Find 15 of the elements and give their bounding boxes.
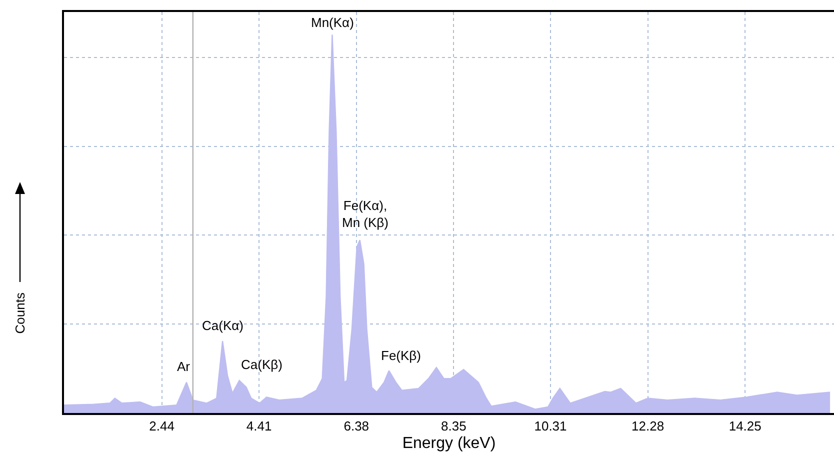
annotation: Ar <box>177 359 191 374</box>
x-tick-label: 6.38 <box>344 418 370 434</box>
x-tick-label: 4.41 <box>246 418 272 434</box>
x-tick-label: 14.25 <box>728 418 762 434</box>
annotation: Ca(Kβ) <box>241 357 282 372</box>
annotation: Fe(Kα), Mn (Kβ) <box>342 198 388 230</box>
annotation: Mn(Kα) <box>311 15 354 30</box>
x-tick-label: 2.44 <box>149 418 174 434</box>
x-tick-label: 8.35 <box>441 418 466 434</box>
annotation: Ca(Kα) <box>202 318 244 333</box>
x-axis-title: Energy (keV) <box>402 434 496 452</box>
x-tick-label: 12.28 <box>632 418 664 434</box>
x-tick-label: 10.31 <box>534 418 567 434</box>
annotation: Fe(Kβ) <box>381 348 421 363</box>
y-axis-title: Counts <box>12 292 28 334</box>
